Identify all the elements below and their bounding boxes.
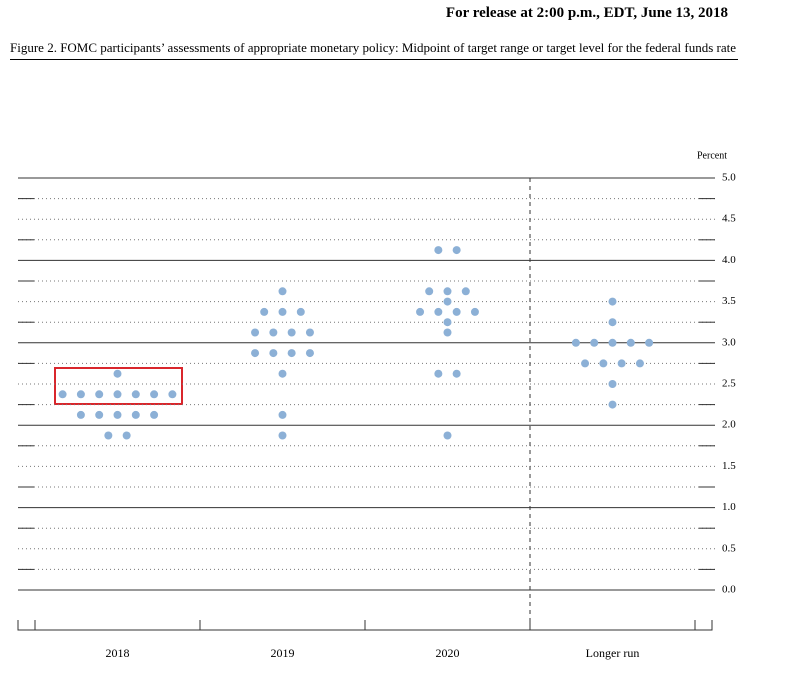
x-tick-label: Longer run: [586, 646, 640, 660]
dot: [434, 369, 443, 378]
dot: [260, 307, 269, 316]
dot: [131, 410, 140, 419]
dot: [452, 246, 461, 255]
dot: [278, 431, 287, 440]
dot: [452, 307, 461, 316]
dot: [76, 410, 85, 419]
dot: [590, 338, 599, 347]
x-tick-label: 2020: [436, 646, 460, 660]
dot: [251, 349, 260, 358]
dot: [608, 318, 617, 327]
dot: [443, 328, 452, 337]
dot: [434, 246, 443, 255]
y-tick-label: 5.0: [722, 172, 736, 184]
dot: [278, 410, 287, 419]
x-axis: [17, 620, 713, 631]
dot: [122, 431, 131, 440]
dot: [608, 338, 617, 347]
dot: [113, 410, 122, 419]
dot: [104, 431, 113, 440]
x-tick-label: 2019: [271, 646, 295, 660]
dot: [626, 338, 635, 347]
dot: [113, 390, 122, 399]
dot: [278, 307, 287, 316]
dot: [269, 349, 278, 358]
highlight-box: [54, 367, 183, 405]
y-tick-label: 0.5: [722, 542, 736, 554]
dot: [131, 390, 140, 399]
y-tick-label: 1.5: [722, 460, 736, 472]
dot: [287, 349, 296, 358]
dot: [581, 359, 590, 368]
x-axis-line: [17, 620, 713, 631]
dot: [95, 410, 104, 419]
dot: [470, 307, 479, 316]
dot: [608, 380, 617, 388]
dot: [434, 307, 443, 316]
dot: [461, 287, 470, 296]
dot: [443, 287, 452, 296]
x-tick-label: 2018: [106, 646, 130, 660]
dot: [425, 287, 434, 296]
dot: [452, 369, 461, 378]
y-tick-label: 2.0: [722, 419, 736, 431]
dot: [305, 328, 314, 337]
dot: [278, 369, 287, 378]
dot: [287, 328, 296, 337]
dot: [443, 297, 452, 306]
dot: [113, 369, 122, 378]
dot: [635, 359, 644, 368]
dot: [58, 390, 67, 399]
dot: [95, 390, 104, 399]
y-tick-label: 3.0: [722, 336, 736, 348]
dot: [416, 307, 425, 316]
dot: [599, 359, 608, 368]
dot: [269, 328, 278, 337]
chart-title: Figure 2. FOMC participants’ assessments…: [10, 38, 738, 60]
y-tick-label: 2.5: [722, 378, 736, 390]
y-tick-label: 0.0: [722, 584, 736, 596]
dot: [305, 349, 314, 358]
dot: [296, 307, 305, 316]
dot: [150, 410, 159, 419]
dot: [608, 400, 617, 409]
dot: [645, 338, 654, 347]
release-note: For release at 2:00 p.m., EDT, June 13, …: [445, 5, 728, 21]
dot: [443, 318, 452, 327]
dot: [571, 338, 580, 347]
y-tick-label: 3.5: [722, 295, 736, 307]
dot: [278, 287, 287, 296]
dot: [76, 390, 85, 399]
y-tick-label: 1.0: [722, 501, 736, 513]
y-tick-label: 4.5: [722, 213, 736, 225]
dot: [168, 390, 177, 399]
dot: [443, 431, 452, 440]
dot: [608, 297, 617, 306]
y-tick-label: 4.0: [722, 254, 736, 266]
dot: [150, 390, 159, 399]
dot: [617, 359, 626, 368]
y-axis-label: Percent: [697, 150, 727, 161]
dot: [251, 328, 260, 337]
